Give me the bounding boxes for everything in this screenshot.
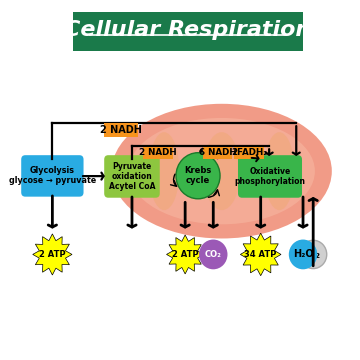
FancyBboxPatch shape (203, 147, 232, 159)
Ellipse shape (264, 132, 294, 210)
Text: Glycolysis
glycose → pyruvate: Glycolysis glycose → pyruvate (9, 166, 96, 185)
Text: 34 ATP: 34 ATP (244, 250, 277, 259)
Ellipse shape (112, 104, 332, 238)
Text: Cellular Respiration: Cellular Respiration (64, 21, 311, 40)
FancyBboxPatch shape (238, 155, 302, 198)
FancyBboxPatch shape (143, 147, 173, 159)
FancyBboxPatch shape (104, 123, 138, 137)
Text: 2 ATP: 2 ATP (172, 250, 198, 259)
Text: Oxidative
phosphorylation: Oxidative phosphorylation (234, 167, 305, 186)
Circle shape (289, 239, 317, 269)
Circle shape (199, 239, 228, 269)
Ellipse shape (129, 118, 315, 224)
Text: H₂O: H₂O (293, 249, 313, 260)
Text: CO₂: CO₂ (205, 250, 222, 259)
FancyBboxPatch shape (234, 147, 264, 159)
Polygon shape (167, 235, 204, 274)
Text: 2 NADH: 2 NADH (139, 148, 176, 157)
Ellipse shape (149, 132, 179, 210)
Text: O₂: O₂ (306, 248, 321, 261)
Circle shape (176, 153, 220, 199)
Text: 2FADH₂: 2FADH₂ (231, 148, 267, 157)
FancyBboxPatch shape (21, 155, 84, 197)
Polygon shape (33, 234, 72, 275)
Polygon shape (240, 233, 281, 276)
Text: Pyruvate
oxidation
Acytel CoA: Pyruvate oxidation Acytel CoA (109, 162, 155, 192)
FancyBboxPatch shape (73, 12, 303, 51)
Text: 2 NADH: 2 NADH (100, 125, 142, 135)
Circle shape (300, 240, 327, 269)
Text: Krebs
cycle: Krebs cycle (184, 166, 212, 185)
Ellipse shape (203, 132, 240, 210)
Text: 6 NADH: 6 NADH (198, 148, 236, 157)
FancyBboxPatch shape (104, 155, 160, 198)
Text: 2 ATP: 2 ATP (39, 250, 66, 259)
